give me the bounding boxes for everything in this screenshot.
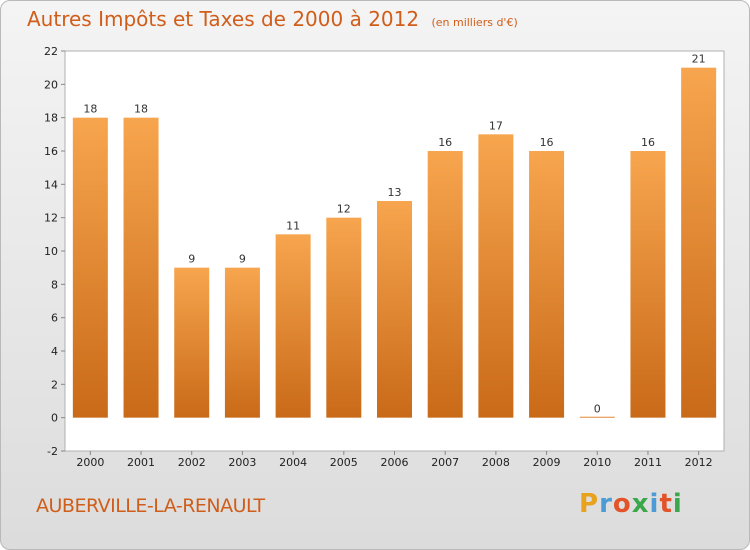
y-tick-label: 4 [51, 345, 58, 358]
x-tick-label: 2009 [533, 456, 561, 469]
x-tick-label: 2012 [685, 456, 713, 469]
bar [529, 151, 565, 418]
bar-value-label: 0 [594, 403, 601, 416]
chart-subtitle: (en milliers d'€) [431, 16, 518, 29]
logo-letter: t [659, 489, 673, 519]
y-tick-label: 16 [44, 145, 58, 158]
bar [630, 151, 666, 418]
bar [579, 416, 615, 418]
bar [174, 267, 210, 418]
bar-value-label: 12 [337, 203, 351, 216]
y-tick-label: 10 [44, 245, 58, 258]
bar [275, 234, 311, 418]
logo-letter: i [672, 489, 683, 519]
bar [326, 217, 362, 418]
bar-value-label: 13 [388, 186, 402, 199]
bar [123, 117, 159, 418]
logo-letter: x [631, 489, 650, 519]
bar [377, 201, 412, 418]
y-tick-label: 22 [44, 45, 58, 58]
bar [681, 67, 717, 418]
y-tick-label: 12 [44, 212, 58, 225]
x-tick-label: 2008 [482, 456, 510, 469]
bar-value-label: 9 [239, 253, 246, 266]
y-tick-label: 6 [51, 312, 58, 325]
x-tick-label: 2000 [76, 456, 104, 469]
y-tick-label: 18 [44, 112, 58, 125]
bar [224, 267, 260, 418]
bar [72, 117, 108, 418]
x-axis: 2000 2001 2002 2003 2004 2005 2006 2007 2008 2009… [76, 451, 713, 469]
y-tick-label: 14 [44, 178, 58, 191]
bar-value-label: 9 [188, 253, 195, 266]
bar-value-label: 18 [83, 103, 97, 116]
bar-value-label: 21 [692, 53, 706, 66]
logo-letter: i [649, 489, 660, 519]
y-tick-label: 2 [51, 378, 58, 391]
logo-letter: r [599, 489, 613, 519]
logo-letter: o [612, 489, 632, 519]
x-tick-label: 2010 [583, 456, 611, 469]
x-tick-label: 2002 [178, 456, 206, 469]
bar-value-label: 17 [489, 119, 503, 132]
x-tick-label: 2001 [127, 456, 155, 469]
bar-value-label: 16 [438, 136, 452, 149]
city-name: AUBERVILLE-LA-RENAULT [36, 495, 265, 517]
y-tick-label: 20 [44, 78, 58, 91]
bar [478, 134, 514, 418]
y-tick-label: 0 [51, 412, 58, 425]
bar [427, 151, 463, 418]
logo-letter: P [579, 489, 600, 519]
x-tick-label: 2011 [634, 456, 662, 469]
chart-title: Autres Impôts et Taxes de 2000 à 2012 (e… [27, 7, 518, 31]
x-tick-label: 2007 [431, 456, 459, 469]
y-tick-label: 8 [51, 278, 58, 291]
bar-value-label: 16 [540, 136, 554, 149]
y-axis: -2 0 2 4 6 8 10 12 14 16 18 20 22 [44, 45, 65, 458]
bar-value-label: 18 [134, 103, 148, 116]
y-tick-label: -2 [47, 445, 58, 458]
x-tick-label: 2003 [228, 456, 256, 469]
x-tick-label: 2006 [381, 456, 409, 469]
bar-value-label: 16 [641, 136, 655, 149]
bars-group: 18 18 9 9 11 12 13 16 17 16 0 16 21 [72, 53, 717, 418]
bar-value-label: 11 [286, 219, 300, 232]
proxiti-logo: Proxiti [579, 489, 683, 519]
x-tick-label: 2004 [279, 456, 307, 469]
x-tick-label: 2005 [330, 456, 358, 469]
chart-title-text: Autres Impôts et Taxes de 2000 à 2012 [27, 7, 420, 31]
